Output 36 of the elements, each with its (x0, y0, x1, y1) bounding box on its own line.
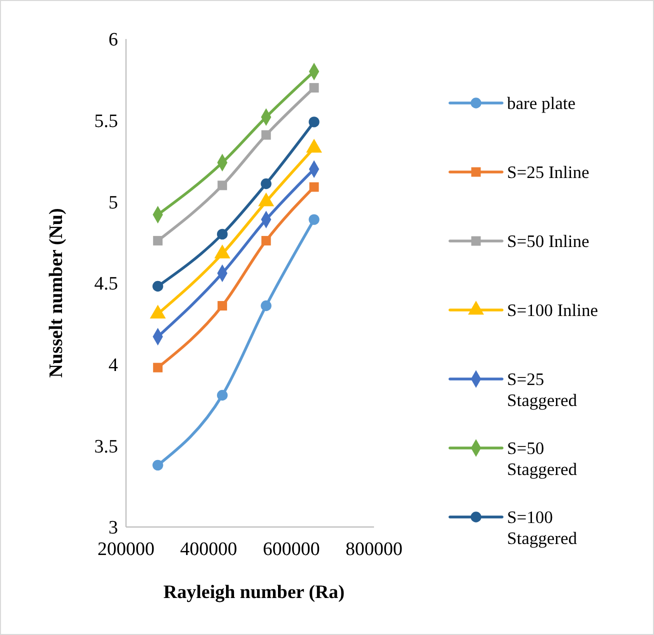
legend-label: S=50 Staggered (507, 438, 578, 480)
legend-label: S=50 Inline (507, 231, 590, 252)
legend-label: S=25 Staggered (507, 369, 578, 410)
x-tick-label: 200000 (98, 539, 154, 560)
point (216, 228, 228, 240)
x-tick-label: 600000 (262, 539, 320, 560)
point (260, 300, 272, 312)
legend-label: bare plate (507, 93, 576, 114)
point (309, 83, 319, 93)
y-tick-label: 3.5 (94, 436, 118, 458)
point (308, 214, 320, 225)
point (309, 182, 319, 192)
point (153, 362, 163, 372)
point (152, 460, 164, 471)
y-tick-label: 4 (108, 354, 118, 376)
y-tick-label: 5.5 (94, 110, 118, 132)
legend-label: S=100 Staggered (507, 507, 578, 548)
y-tick-label: 5 (108, 192, 118, 214)
x-tick-label: 400000 (180, 539, 238, 560)
point (261, 130, 271, 140)
point (152, 280, 164, 292)
point (153, 236, 163, 246)
y-axis-title: Nusselt number (Nu) (46, 208, 67, 378)
point (308, 116, 320, 128)
point (216, 390, 228, 401)
point (261, 236, 271, 246)
point (260, 178, 272, 190)
legend-label: S=100 Inline (507, 300, 598, 320)
y-tick-label: 3 (108, 518, 118, 539)
y-tick-label: 4.5 (94, 274, 118, 295)
point (218, 180, 228, 190)
legend-label: S=25 Inline (507, 162, 590, 182)
point (218, 301, 228, 311)
x-axis-title: Rayleigh number (Ra) (163, 582, 345, 603)
x-tick-label: 800000 (346, 539, 402, 560)
y-tick-label: 6 (108, 30, 118, 51)
